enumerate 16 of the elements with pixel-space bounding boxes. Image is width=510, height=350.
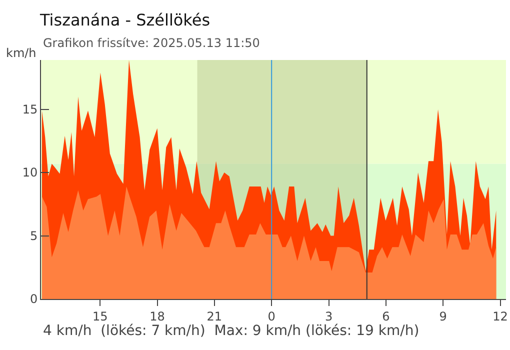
y-tick-label: 5 [30,228,38,243]
x-tick-label: 15 [92,309,108,324]
text: 4 km/h (lökés: 7 km/h) Max: 9 km/h (lökés: 19 km/h) [43,323,420,339]
x-tick-label: 21 [206,309,222,324]
x-tick-label: 18 [150,309,165,324]
y-tick-label: 10 [22,166,38,180]
x-tick-label: 12 [492,309,508,324]
chart-subtitle: Grafikon frissítve: 2025.05.13 11:50 [43,36,260,50]
y-tick-label: 15 [22,102,38,117]
x-tick-label: 0 [268,309,276,324]
y-axis-title: km/h [6,46,36,60]
x-tick-label: 9 [439,309,447,324]
chart-title: Tiszanána - Széllökés [39,10,210,30]
x-tick-label: 6 [382,309,390,324]
x-tick-label: 3 [324,309,333,324]
y-tick-label: 0 [30,292,38,306]
